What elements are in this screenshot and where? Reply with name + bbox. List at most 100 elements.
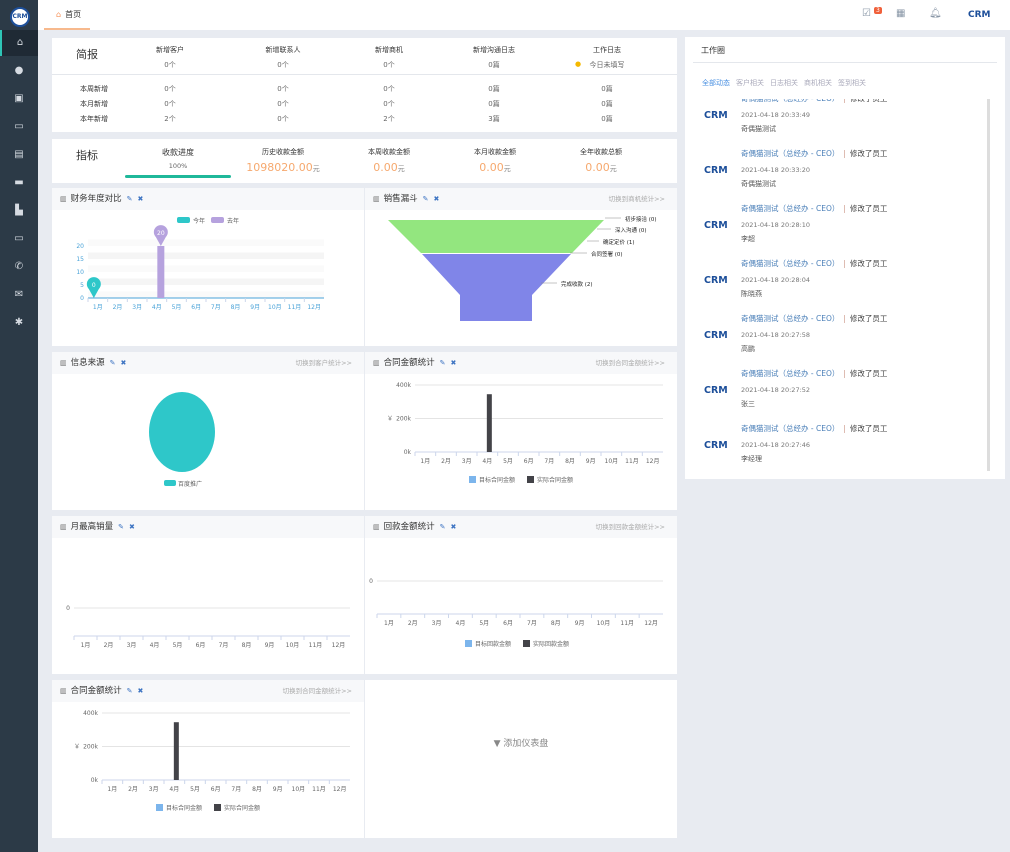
feed-tab[interactable]: 全部动态 bbox=[702, 79, 730, 87]
sidebar-item[interactable]: ▙ bbox=[0, 198, 38, 224]
feed-action: 修改了员工 bbox=[849, 259, 888, 268]
card-icon: ▬ bbox=[14, 177, 24, 188]
calendar-icon[interactable]: ▦ bbox=[896, 8, 906, 19]
close-icon[interactable]: ✖ bbox=[129, 523, 135, 531]
x-tick-label: 1月 bbox=[81, 642, 91, 649]
unit: 元 bbox=[503, 165, 511, 173]
x-tick-label: 1月 bbox=[420, 458, 430, 465]
close-icon[interactable]: ✖ bbox=[137, 687, 144, 695]
feed-user-link[interactable]: 奇偶猫测试（总经办 - CEO） bbox=[741, 369, 840, 378]
feed-line: 奇偶猫测试（总经办 - CEO）|修改了员工 bbox=[741, 368, 887, 379]
topbar: ⌂ 首页 bbox=[38, 0, 1010, 30]
bell-icon[interactable]: 🔔︎ bbox=[929, 8, 942, 19]
notification-badge: 3 bbox=[874, 7, 882, 14]
user-avatar[interactable]: CRM bbox=[968, 10, 991, 20]
panel-title: 财务年度对比 bbox=[70, 194, 122, 204]
y-tick-label: 0 bbox=[80, 295, 84, 302]
feed-user-link[interactable]: 奇偶猫测试（总经办 - CEO） bbox=[741, 424, 840, 433]
feed-item: CRM 奇偶猫测试（总经办 - CEO）|修改了员工 2021-04-18 20:3… bbox=[693, 148, 987, 203]
feed-tab[interactable]: 客户相关 bbox=[736, 79, 764, 87]
sidebar-item[interactable]: ✉ bbox=[0, 282, 38, 308]
funnel-panel: ▥ 销售漏斗 ✎ ✖ 切换到商机统计>> 初步接洽 (0) 深入沟通 (0) 确定定价 (1)… bbox=[365, 188, 677, 346]
x-tick-label: 8月 bbox=[231, 304, 241, 311]
feed-user-link[interactable]: 奇偶猫测试（总经办 - CEO） bbox=[741, 204, 840, 213]
feed-target: 李超 bbox=[741, 235, 755, 243]
document-icon: ▤ bbox=[14, 149, 24, 160]
source-panel: ▥ 信息来源 ✎ ✖ 切换到客户统计>> 百度推广 bbox=[52, 352, 364, 510]
funnel-label: 初步接洽 (0) bbox=[625, 215, 657, 223]
switch-link[interactable]: 切换到回款金额统计>> bbox=[595, 523, 665, 531]
close-icon[interactable]: ✖ bbox=[433, 195, 440, 203]
brief-cell: 0个 bbox=[383, 100, 395, 108]
data-label: 0 bbox=[92, 282, 96, 289]
sidebar-item[interactable]: ✆ bbox=[0, 254, 38, 280]
feed-line: 奇偶猫测试（总经办 - CEO）|修改了员工 bbox=[741, 258, 887, 269]
close-icon[interactable]: ✖ bbox=[120, 359, 127, 367]
legend-label: 实际合同金额 bbox=[224, 804, 260, 812]
panel-header: ▥ 回款金额统计 ✎ ✖ 切换到回款金额统计>> bbox=[365, 516, 677, 538]
panel-header: ▥ 财务年度对比 ✎ ✖ bbox=[52, 188, 364, 210]
logo[interactable]: CRM bbox=[10, 7, 30, 27]
legend-swatch bbox=[465, 640, 472, 647]
feed-user-link[interactable]: 奇偶猫测试（总经办 - CEO） bbox=[741, 259, 840, 268]
divider: | bbox=[843, 369, 846, 378]
switch-link[interactable]: 切换到商机统计>> bbox=[608, 195, 665, 203]
sidebar-item[interactable]: ✱ bbox=[0, 310, 38, 336]
switch-link[interactable]: 切换到客户统计>> bbox=[295, 359, 352, 367]
feed-tab[interactable]: 日志相关 bbox=[770, 79, 798, 87]
feed-tab[interactable]: 商机相关 bbox=[804, 79, 832, 87]
divider: | bbox=[843, 149, 846, 158]
edit-icon[interactable]: ✎ bbox=[439, 523, 446, 531]
warning-icon: ● bbox=[575, 60, 582, 68]
sidebar-item[interactable]: ▤ bbox=[0, 142, 38, 168]
feed-user-link[interactable]: 奇偶猫测试（总经办 - CEO） bbox=[741, 99, 839, 103]
brief-cell: 3篇 bbox=[488, 115, 500, 123]
legend-label: 实际回款金额 bbox=[533, 640, 569, 648]
edit-icon[interactable]: ✎ bbox=[126, 687, 133, 695]
edit-icon[interactable]: ✎ bbox=[118, 523, 125, 531]
x-tick-label: 9月 bbox=[265, 642, 275, 649]
unit: 元 bbox=[312, 165, 320, 173]
funnel-label: 合同签署 (0) bbox=[591, 250, 623, 258]
feed-time: 2021-04-18 20:33:49 bbox=[741, 111, 811, 119]
indicator-label: 全年收款总额 bbox=[580, 148, 622, 156]
home-icon: ⌂ bbox=[56, 10, 62, 19]
sidebar-item[interactable]: ▬ bbox=[0, 170, 38, 196]
avatar: CRM bbox=[704, 110, 728, 121]
legend-swatch bbox=[527, 476, 534, 483]
close-icon[interactable]: ✖ bbox=[450, 523, 457, 531]
panel-header: ▥ 合同金额统计 ✎ ✖ 切换到合同金额统计>> bbox=[365, 352, 677, 374]
contract-chart: 0k 200k 400k ￥ 1月 2月 3月 4月 5月 6月 7月 8月 9月 10月 11月 12月目标… bbox=[387, 382, 663, 484]
sidebar-item[interactable]: ▭ bbox=[0, 114, 38, 140]
sidebar-item[interactable]: ▣ bbox=[0, 86, 38, 112]
task-icon[interactable]: ☑ bbox=[862, 8, 871, 19]
add-dashboard-button[interactable]: ▼ 添加仪表盘 bbox=[365, 680, 677, 838]
brief-cell: 2个 bbox=[383, 115, 395, 123]
edit-icon[interactable]: ✎ bbox=[126, 195, 133, 203]
indicator-value: 1098020.00元 bbox=[238, 161, 328, 174]
feed-tab[interactable]: 签到相关 bbox=[838, 79, 866, 87]
chart-icon: ▥ bbox=[60, 195, 67, 203]
legend-label: 今年 bbox=[193, 217, 205, 225]
edit-icon[interactable]: ✎ bbox=[422, 195, 429, 203]
x-tick-label: 3月 bbox=[432, 620, 442, 627]
close-icon[interactable]: ✖ bbox=[450, 359, 457, 367]
edit-icon[interactable]: ✎ bbox=[109, 359, 116, 367]
switch-link[interactable]: 切换到合同金额统计>> bbox=[282, 687, 352, 695]
avatar: CRM bbox=[704, 440, 728, 451]
feed-user-link[interactable]: 奇偶猫测试（总经办 - CEO） bbox=[741, 314, 840, 323]
feed-user-link[interactable]: 奇偶猫测试（总经办 - CEO） bbox=[741, 149, 840, 158]
sidebar-item[interactable]: ● bbox=[0, 58, 38, 84]
legend-swatch bbox=[211, 217, 224, 223]
close-icon[interactable]: ✖ bbox=[137, 195, 144, 203]
feed-line: 奇偶猫测试（总经办 - CEO）|修改了员工 bbox=[741, 148, 887, 159]
sidebar-item[interactable]: ⌂ bbox=[0, 30, 38, 56]
sidebar-item[interactable]: ▭ bbox=[0, 226, 38, 252]
brief-cell: 2个 bbox=[164, 115, 176, 123]
switch-link[interactable]: 切换到合同金额统计>> bbox=[595, 359, 665, 367]
legend-label: 目标回款金额 bbox=[475, 640, 511, 648]
x-tick-label: 6月 bbox=[503, 620, 513, 627]
edit-icon[interactable]: ✎ bbox=[439, 359, 446, 367]
tab-home[interactable]: ⌂ 首页 bbox=[44, 0, 90, 30]
